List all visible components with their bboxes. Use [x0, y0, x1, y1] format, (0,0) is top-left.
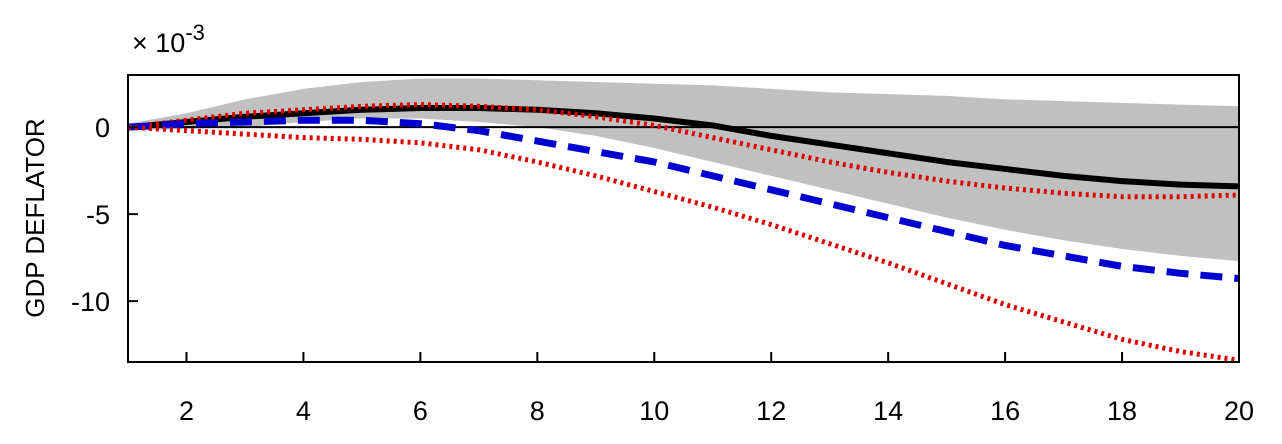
x-tick-label: 18	[1107, 396, 1137, 426]
x-tick-label: 4	[296, 396, 311, 426]
confidence-band-area	[128, 78, 1239, 262]
series-line-1	[127, 105, 1240, 190]
y-tick-label: 0	[95, 113, 110, 143]
confidence-band	[128, 78, 1239, 262]
x-tick-label: 8	[530, 396, 545, 426]
x-tick-label: 2	[179, 396, 194, 426]
y-multiplier: × 10-3	[132, 20, 205, 58]
y-axis-label: GDP DEFLATOR	[20, 118, 50, 317]
x-tick-label: 16	[990, 396, 1020, 426]
y-multiplier-exponent: -3	[185, 20, 205, 45]
series-line-3	[127, 116, 1240, 282]
y-tick-label: -10	[71, 287, 110, 317]
y-axis: 0 -5 -10	[71, 113, 138, 317]
series-layer	[127, 102, 1240, 363]
x-tick-label: 10	[639, 396, 669, 426]
y-multiplier-base: × 10	[132, 28, 185, 58]
x-tick-label: 6	[413, 396, 428, 426]
x-tick-label: 20	[1224, 396, 1254, 426]
x-axis: 2 4 6 8 10 12 14 16 18 20	[179, 352, 1254, 426]
x-tick-label: 14	[873, 396, 903, 426]
series-line-4	[127, 124, 1240, 363]
y-tick-label: -5	[86, 200, 110, 230]
plot-frame	[127, 74, 1240, 363]
x-tick-label: 12	[756, 396, 786, 426]
